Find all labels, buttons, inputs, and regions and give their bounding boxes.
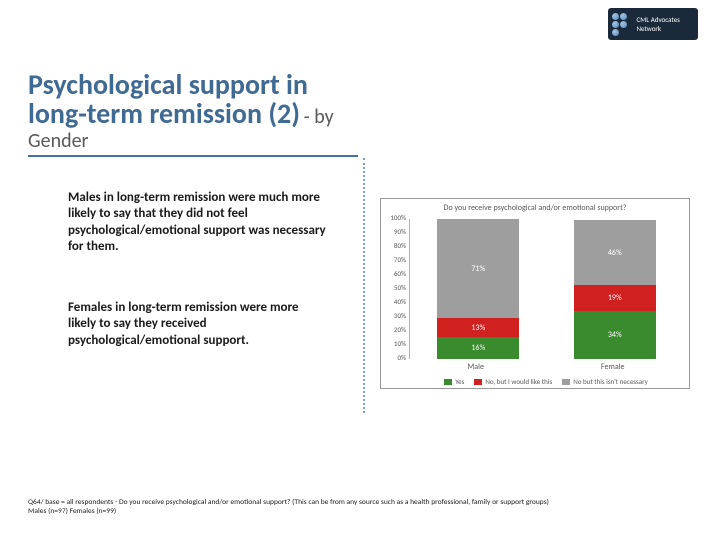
legend-swatch <box>444 379 452 385</box>
x-axis-labels: Male Female <box>409 362 683 372</box>
bar-segment: 19% <box>574 285 656 312</box>
bar-segment: 71% <box>437 219 519 318</box>
slide-title: Psychological support in long-term remis… <box>28 70 358 157</box>
paragraph-males: Males in long-term remission were much m… <box>68 190 328 255</box>
bar-segment: 46% <box>574 220 656 284</box>
y-axis: 0%10%20%30%40%50%60%70%80%90%100% <box>387 219 409 359</box>
logo-text: CML Advocates Network <box>636 15 694 33</box>
footnote-line2: Males (n=97) Females (n=99) <box>28 507 692 516</box>
footnote: Q64/ base = all respondents - Do you rec… <box>28 498 692 516</box>
bar-female: 34%19%46% <box>574 219 656 359</box>
stacked-bar-chart: Do you receive psychological and/or emot… <box>380 198 690 389</box>
legend-swatch <box>474 379 482 385</box>
legend-item: No, but I would like this <box>474 377 552 386</box>
chart-legend: Yes No, but I would like this No but this … <box>409 377 683 386</box>
bar-segment: 34% <box>574 311 656 359</box>
logo-icon <box>612 13 633 36</box>
legend-label: Yes <box>455 377 464 386</box>
title-main: Psychological support in long-term remis… <box>28 67 308 131</box>
bar-segment: 16% <box>437 337 519 359</box>
brand-logo: CML Advocates Network <box>608 8 698 40</box>
vertical-divider <box>363 158 365 413</box>
x-label: Male <box>467 362 484 372</box>
plot-area: 16%13%71% 34%19%46% <box>409 219 683 359</box>
paragraph-females: Females in long-term remission were more… <box>68 300 328 349</box>
chart-title: Do you receive psychological and/or emot… <box>387 203 683 213</box>
legend-item: No but this isn't necessary <box>562 377 648 386</box>
bar-male: 16%13%71% <box>437 219 519 359</box>
footnote-line1: Q64/ base = all respondents - Do you rec… <box>28 498 692 507</box>
bar-segment: 13% <box>437 318 519 336</box>
legend-swatch <box>562 379 570 385</box>
x-label: Female <box>601 362 625 372</box>
legend-label: No but this isn't necessary <box>573 377 648 386</box>
legend-item: Yes <box>444 377 464 386</box>
legend-label: No, but I would like this <box>485 377 552 386</box>
